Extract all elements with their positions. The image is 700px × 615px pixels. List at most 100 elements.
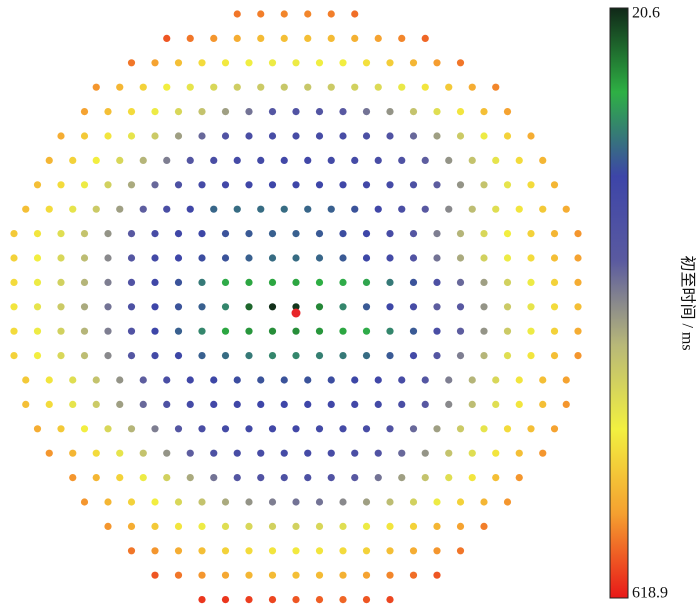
receiver-point — [480, 352, 488, 360]
receiver-point — [186, 205, 194, 213]
receiver-point — [198, 132, 206, 140]
receiver-point — [315, 132, 324, 140]
receiver-point — [57, 181, 65, 189]
receiver-point — [539, 156, 547, 164]
receiver-point — [398, 34, 406, 43]
receiver-point — [456, 327, 465, 335]
receiver-point — [257, 449, 265, 457]
receiver-point — [550, 303, 559, 311]
receiver-point — [304, 83, 312, 91]
receiver-point — [57, 327, 65, 335]
receiver-point — [315, 254, 324, 262]
receiver-point — [198, 547, 206, 555]
receiver-point — [315, 352, 324, 360]
receiver-point — [304, 205, 312, 213]
receiver-point — [362, 352, 371, 360]
receiver-point — [315, 230, 324, 238]
receiver-point — [409, 108, 418, 116]
receiver-point — [292, 278, 300, 286]
receiver-point — [539, 205, 547, 213]
receiver-point — [233, 83, 241, 91]
receiver-point — [527, 181, 535, 189]
receiver-point — [339, 522, 347, 531]
receiver-point — [445, 474, 453, 482]
receiver-point — [127, 352, 136, 360]
receiver-point — [268, 425, 277, 433]
receiver-point — [315, 571, 324, 579]
receiver-point — [409, 303, 418, 311]
receiver-point — [398, 83, 406, 91]
receiver-point — [351, 205, 359, 213]
receiver-point — [433, 59, 441, 67]
receiver-point — [574, 303, 582, 311]
receiver-point — [574, 352, 582, 360]
receiver-point — [22, 400, 30, 408]
receiver-point — [10, 303, 18, 311]
source-point — [291, 308, 301, 318]
receiver-point — [550, 181, 559, 189]
receiver-point — [456, 522, 465, 531]
receiver-point — [151, 547, 159, 555]
receiver-point — [550, 278, 559, 286]
receiver-point — [280, 449, 288, 457]
receiver-point — [339, 278, 347, 286]
receiver-point — [139, 83, 147, 91]
receiver-point — [221, 254, 230, 262]
receiver-point — [139, 156, 147, 164]
receiver-point — [515, 205, 523, 213]
receiver-point — [327, 156, 335, 164]
receiver-point — [527, 425, 535, 433]
receiver-point — [163, 83, 171, 91]
receiver-point — [151, 230, 159, 238]
receiver-point — [445, 400, 453, 408]
receiver-point — [386, 327, 394, 335]
receiver-point — [198, 352, 206, 360]
receiver-point — [527, 230, 535, 238]
receiver-point — [492, 474, 500, 482]
receiver-point — [163, 34, 171, 43]
receiver-point — [210, 449, 218, 457]
receiver-point — [33, 181, 42, 189]
receiver-point — [268, 254, 277, 262]
receiver-point — [163, 449, 171, 457]
receiver-point — [221, 498, 230, 506]
receiver-point — [151, 303, 159, 311]
receiver-point — [268, 596, 277, 604]
receiver-point — [245, 108, 253, 116]
receiver-point — [327, 400, 335, 408]
receiver-point — [527, 254, 535, 262]
receiver-point — [456, 181, 465, 189]
receiver-point — [151, 254, 159, 262]
receiver-point — [92, 205, 100, 213]
receiver-point — [80, 498, 89, 506]
receiver-point — [386, 498, 394, 506]
receiver-point — [127, 498, 136, 506]
receiver-point — [245, 327, 253, 335]
receiver-point — [127, 108, 136, 116]
receiver-point — [10, 352, 18, 360]
receiver-point — [374, 83, 382, 91]
receiver-point — [198, 181, 206, 189]
receiver-point — [409, 498, 418, 506]
receiver-point — [69, 205, 77, 213]
receiver-point — [45, 205, 53, 213]
receiver-point — [221, 327, 230, 335]
receiver-point — [386, 132, 394, 140]
receiver-point — [221, 522, 230, 531]
receiver-point — [151, 108, 159, 116]
receiver-point — [445, 205, 453, 213]
receiver-point — [362, 327, 371, 335]
receiver-point — [433, 425, 441, 433]
receiver-point — [398, 156, 406, 164]
receiver-point — [456, 132, 465, 140]
receiver-point — [315, 108, 324, 116]
receiver-point — [163, 156, 171, 164]
receiver-point — [80, 181, 89, 189]
receiver-point — [327, 10, 335, 18]
receiver-point — [151, 132, 159, 140]
receiver-point — [174, 498, 183, 506]
receiver-point — [456, 547, 465, 555]
receiver-point — [374, 376, 382, 384]
receiver-point — [198, 278, 206, 286]
receiver-point — [339, 327, 347, 335]
